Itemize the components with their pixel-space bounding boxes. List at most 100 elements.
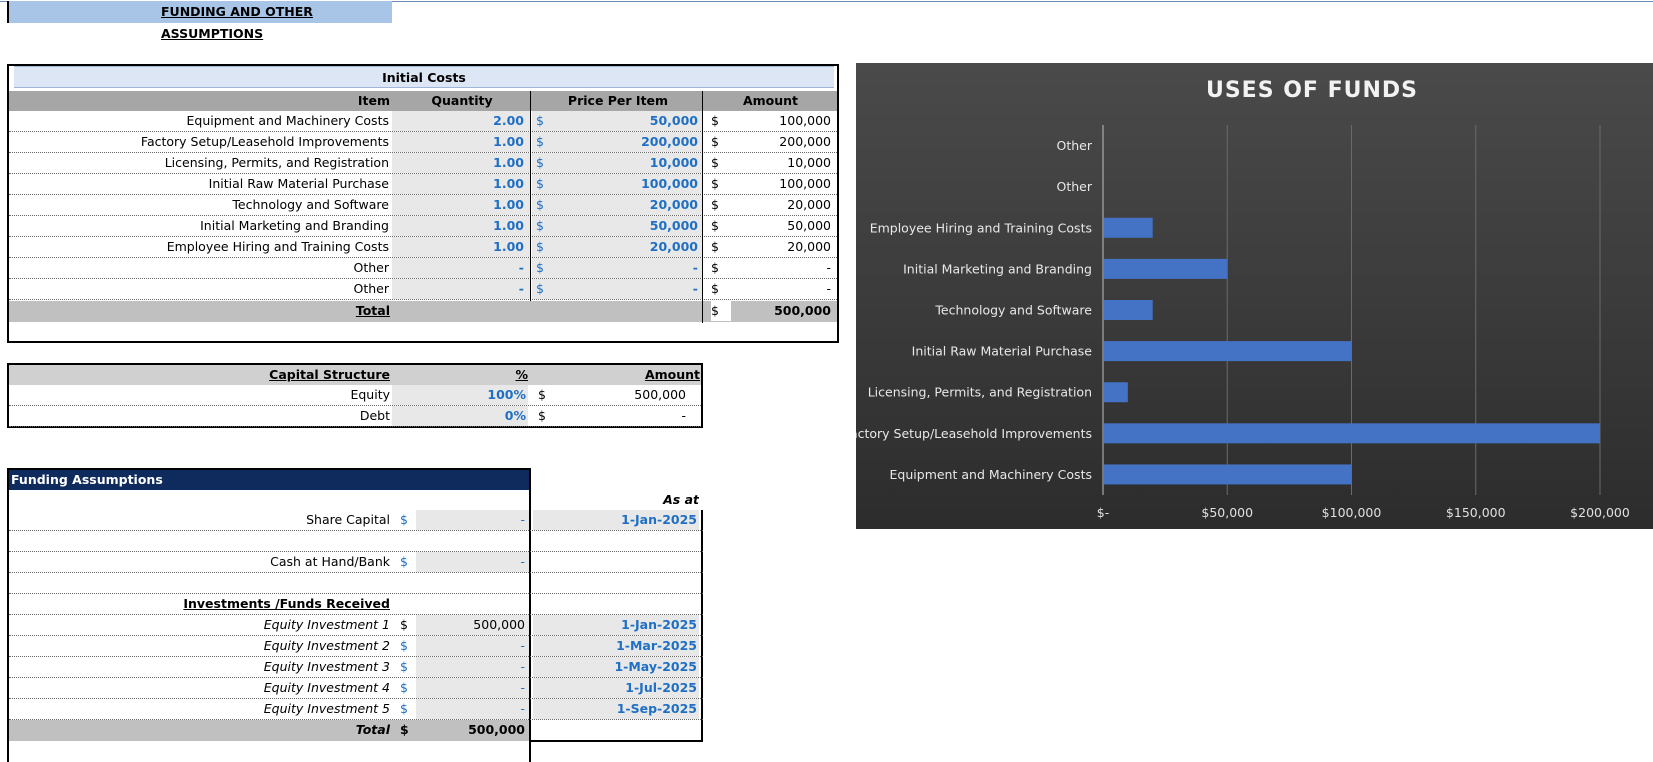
uses-of-funds-chart[interactable] (856, 63, 1653, 529)
cost-price-input[interactable]: 20,000 (554, 237, 702, 257)
equity-investment-value[interactable]: 500,000 (416, 615, 529, 635)
cost-quantity-input[interactable]: 1.00 (392, 237, 530, 257)
equity-investment-date[interactable]: 1-Sep-2025 (533, 699, 699, 719)
cost-price-input[interactable]: 10,000 (554, 153, 702, 173)
header-quantity: Quantity (392, 91, 532, 111)
share-capital-label: Share Capital (306, 512, 390, 527)
capital-amount[interactable]: 500,000 (634, 387, 686, 402)
equity-investment-label: Equity Investment 3 (263, 659, 390, 674)
cost-amount-currency: $ (711, 239, 719, 254)
cost-item-label: Initial Raw Material Purchase (208, 176, 389, 191)
cost-amount-currency: $ (711, 197, 719, 212)
table-row (9, 216, 837, 237)
cost-quantity-input[interactable]: 2.00 (392, 111, 530, 131)
header-item: Item (9, 91, 390, 111)
cost-amount-currency: $ (711, 176, 719, 191)
cost-amount-currency: $ (711, 260, 719, 275)
initial-costs-table (7, 64, 839, 343)
cost-quantity-input[interactable]: - (392, 258, 530, 278)
funding-assumptions-table (7, 468, 531, 762)
initial-costs-title: Initial Costs (14, 66, 834, 88)
bar (1104, 341, 1352, 362)
bar (1104, 258, 1228, 279)
category-label: Other (1057, 138, 1093, 153)
cost-quantity-input[interactable]: - (392, 279, 530, 299)
cost-quantity-input[interactable]: 1.00 (392, 195, 530, 215)
share-capital-value[interactable]: - (416, 510, 529, 530)
table-row (9, 531, 703, 552)
cost-price-input[interactable]: 100,000 (554, 174, 702, 194)
funding-date-column (531, 510, 703, 742)
equity-investment-date[interactable]: 1-May-2025 (533, 657, 699, 677)
col-divider (530, 91, 531, 301)
capital-pct-header: % (515, 367, 528, 382)
capital-label: Equity (350, 387, 390, 402)
bar (1104, 423, 1600, 444)
cost-amount[interactable]: - (826, 281, 831, 296)
cash-at-hand-currency: $ (400, 554, 408, 569)
initial-costs-total-amount[interactable]: 500,000 (774, 303, 831, 318)
equity-investment-date[interactable]: 1-Jan-2025 (533, 615, 699, 635)
capital-amount[interactable]: - (681, 408, 686, 423)
table-row (9, 174, 837, 195)
category-label: Initial Raw Material Purchase (912, 344, 1093, 359)
category-label: Employee Hiring and Training Costs (870, 220, 1092, 235)
cost-amount[interactable]: - (826, 260, 831, 275)
capital-pct-input[interactable]: 100% (392, 385, 528, 405)
table-row (9, 132, 837, 153)
capital-structure-table (7, 363, 703, 428)
equity-investment-currency: $ (400, 659, 408, 674)
cost-price-input[interactable]: 50,000 (554, 111, 702, 131)
capital-structure-header: Capital Structure (269, 367, 390, 382)
table-row (9, 678, 703, 699)
sheet-title[interactable]: FUNDING AND OTHER ASSUMPTIONS (7, 1, 392, 41)
capital-pct-input[interactable]: 0% (392, 406, 528, 426)
cost-price-input[interactable]: 50,000 (554, 216, 702, 236)
capital-currency: $ (538, 408, 546, 423)
cost-amount[interactable]: 50,000 (787, 218, 831, 233)
equity-investment-date[interactable]: 1-Mar-2025 (533, 636, 699, 656)
cost-price-input[interactable]: - (554, 279, 702, 299)
cost-amount[interactable]: 10,000 (787, 155, 831, 170)
cost-amount[interactable]: 100,000 (779, 113, 831, 128)
cost-item-label: Other (353, 260, 390, 275)
bar (1104, 464, 1352, 485)
cost-quantity-input[interactable]: 1.00 (392, 132, 530, 152)
cost-price-input[interactable]: 200,000 (554, 132, 702, 152)
equity-investment-value[interactable]: - (416, 678, 529, 698)
cost-item-label: Employee Hiring and Training Costs (166, 239, 389, 254)
cost-amount[interactable]: 20,000 (787, 239, 831, 254)
funding-total-currency: $ (400, 722, 409, 737)
equity-investment-value[interactable]: - (416, 636, 529, 656)
cost-amount[interactable]: 200,000 (779, 134, 831, 149)
share-capital-currency: $ (400, 512, 408, 527)
bar (1104, 300, 1153, 320)
funding-total-label: Total (355, 722, 390, 737)
cost-price-input[interactable]: 20,000 (554, 195, 702, 215)
cost-quantity-input[interactable]: 1.00 (392, 153, 530, 173)
table-row (9, 636, 703, 657)
table-row (9, 510, 703, 531)
top-border (0, 1, 1653, 2)
equity-investment-label: Equity Investment 5 (263, 701, 390, 716)
equity-investment-value[interactable]: - (416, 699, 529, 719)
equity-investment-date[interactable]: 1-Jul-2025 (533, 678, 699, 698)
cash-at-hand-value[interactable]: - (416, 552, 529, 572)
table-row (9, 195, 837, 216)
category-label: Licensing, Permits, and Registration (868, 385, 1092, 400)
cost-price-input[interactable]: - (554, 258, 702, 278)
table-row (9, 699, 703, 720)
cost-amount[interactable]: 20,000 (787, 197, 831, 212)
table-row (9, 258, 837, 279)
capital-currency: $ (538, 387, 546, 402)
cost-quantity-input[interactable]: 1.00 (392, 216, 530, 236)
equity-investment-value[interactable]: - (416, 657, 529, 677)
cost-quantity-input[interactable]: 1.00 (392, 174, 530, 194)
cost-amount-currency: $ (711, 218, 719, 233)
funding-total-value[interactable]: 500,000 (468, 722, 525, 737)
funding-total-row (9, 720, 529, 741)
share-capital-date[interactable]: 1-Jan-2025 (533, 510, 699, 530)
cost-price-currency: $ (532, 279, 554, 299)
cost-amount[interactable]: 100,000 (779, 176, 831, 191)
category-label: Technology and Software (934, 303, 1092, 318)
